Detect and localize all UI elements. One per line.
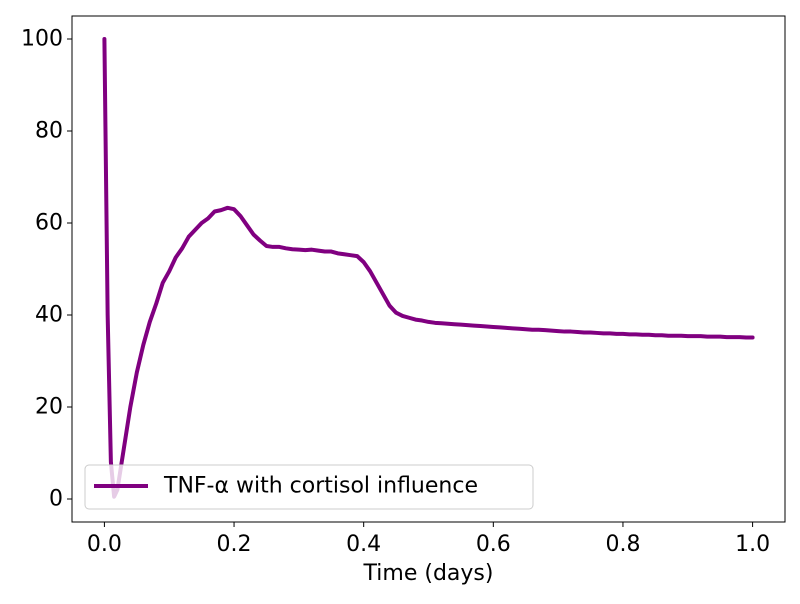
x-tick-label: 0.8 (605, 532, 640, 557)
x-tick-label: 0.6 (476, 532, 511, 557)
y-tick-label: 0 (49, 487, 63, 512)
plot-area (102, 37, 755, 499)
y-tick-label: 20 (35, 395, 63, 420)
y-axis-ticks: 0 20 40 60 80 100 (21, 27, 72, 512)
y-tick-label: 40 (35, 303, 63, 328)
x-axis-ticks: 0.0 0.2 0.4 0.6 0.8 1.0 (87, 522, 770, 557)
x-axis-label: Time (days) (363, 561, 494, 586)
x-tick-label: 0.4 (346, 532, 381, 557)
legend: TNF-α with cortisol influence (84, 464, 534, 510)
axes-frame (71, 15, 786, 523)
y-tick-label: 60 (35, 211, 63, 236)
y-tick-label: 80 (35, 119, 63, 144)
x-tick-label: 1.0 (735, 532, 770, 557)
series-line (102, 37, 755, 499)
y-tick-label: 100 (21, 27, 63, 52)
x-tick-label: 0.0 (87, 532, 122, 557)
x-tick-label: 0.2 (217, 532, 252, 557)
legend-label: TNF-α with cortisol influence (163, 474, 478, 499)
legend-box (84, 464, 534, 510)
